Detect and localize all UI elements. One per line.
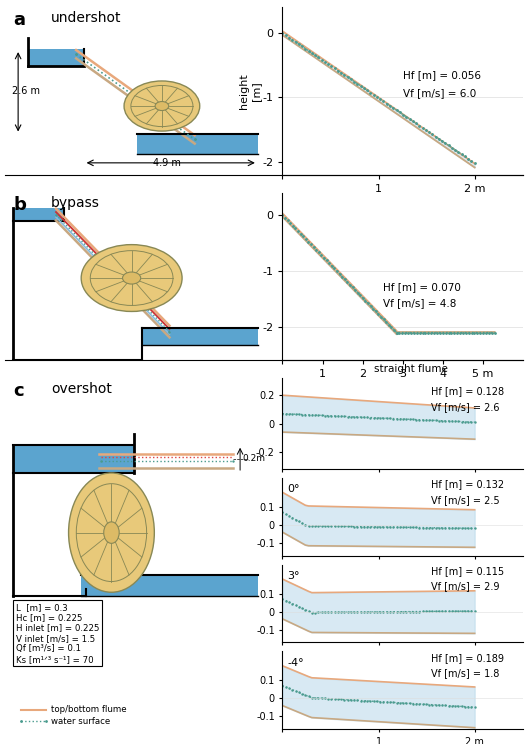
Text: bypass: bypass — [51, 196, 100, 210]
Text: Vf [m/s] = 2.9: Vf [m/s] = 2.9 — [431, 582, 500, 591]
Text: b: b — [13, 196, 26, 214]
Text: 0.2m: 0.2m — [243, 455, 266, 464]
FancyBboxPatch shape — [137, 135, 258, 155]
Text: L  [m] = 0.3
Hc [m] = 0.225
H inlet [m] = 0.225
V inlet [m/s] = 1.5
Qf [m³/s] = : L [m] = 0.3 Hc [m] = 0.225 H inlet [m] =… — [16, 603, 99, 664]
FancyBboxPatch shape — [142, 328, 258, 345]
Text: Hf [m] = 0.115: Hf [m] = 0.115 — [431, 566, 505, 576]
Text: Vf [m/s] = 2.6: Vf [m/s] = 2.6 — [431, 402, 500, 412]
FancyBboxPatch shape — [28, 49, 84, 66]
FancyBboxPatch shape — [13, 445, 134, 473]
Circle shape — [81, 245, 182, 312]
Circle shape — [155, 101, 169, 111]
Circle shape — [69, 473, 154, 592]
FancyBboxPatch shape — [81, 574, 258, 596]
Text: 2.6 m: 2.6 m — [12, 86, 40, 96]
Text: Hf [m] = 0.189: Hf [m] = 0.189 — [431, 652, 504, 663]
Circle shape — [103, 522, 119, 543]
Text: undershot: undershot — [51, 10, 121, 25]
Circle shape — [124, 81, 200, 131]
Text: Vf [m/s] = 1.8: Vf [m/s] = 1.8 — [431, 668, 500, 679]
Text: 4.9 m: 4.9 m — [153, 158, 181, 168]
Text: Hf [m] = 0.070: Hf [m] = 0.070 — [383, 282, 461, 292]
Text: elbow flume: elbow flume — [374, 480, 438, 490]
FancyBboxPatch shape — [13, 208, 63, 221]
Text: -4°: -4° — [287, 658, 304, 667]
Text: Vf [m/s] = 4.8: Vf [m/s] = 4.8 — [383, 298, 457, 309]
Text: a: a — [13, 10, 25, 29]
Text: Vf [m/s] = 6.0: Vf [m/s] = 6.0 — [403, 88, 476, 98]
X-axis label: length: length — [385, 199, 420, 209]
Y-axis label: height
[m]: height [m] — [239, 73, 261, 109]
Text: Hf [m] = 0.132: Hf [m] = 0.132 — [431, 479, 505, 490]
Text: Hf [m] = 0.128: Hf [m] = 0.128 — [431, 387, 505, 397]
Text: Hf [m] = 0.056: Hf [m] = 0.056 — [403, 70, 480, 80]
Circle shape — [122, 272, 141, 284]
Text: 0°: 0° — [287, 484, 300, 494]
Text: straight flume: straight flume — [374, 364, 448, 373]
Text: 3°: 3° — [287, 571, 300, 581]
Text: overshot: overshot — [51, 382, 112, 396]
Text: top/bottom flume: top/bottom flume — [51, 705, 127, 714]
Text: Vf [m/s] = 2.5: Vf [m/s] = 2.5 — [431, 495, 500, 504]
Text: c: c — [13, 382, 24, 400]
Text: water surface: water surface — [51, 717, 110, 726]
